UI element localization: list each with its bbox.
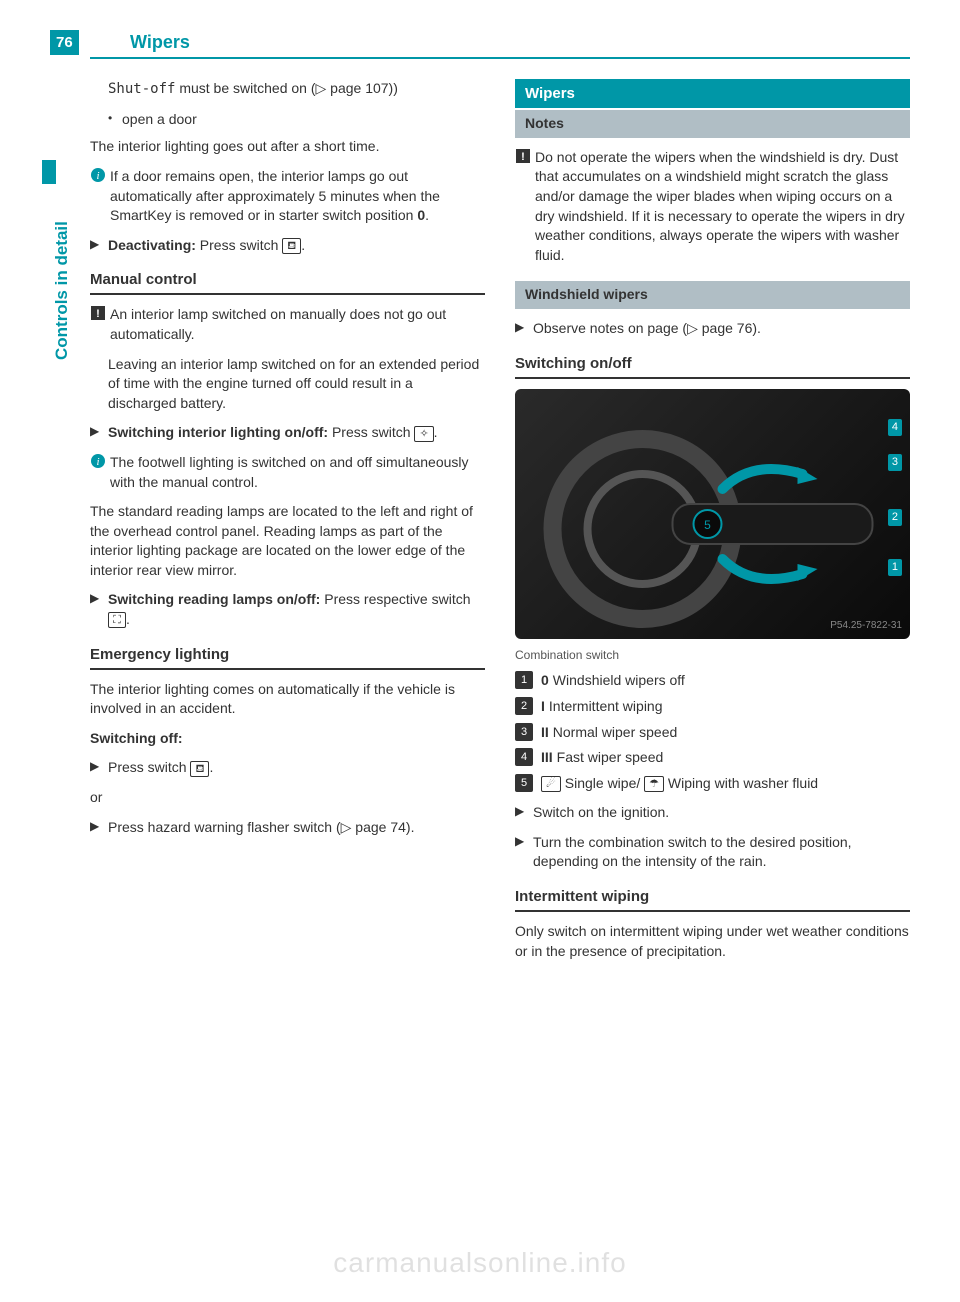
action-text: Switch on the ignition. [533, 803, 910, 823]
switch-icon: ⛶ [108, 612, 126, 628]
legend-num: 3 [515, 723, 533, 741]
warn-manual: ! An interior lamp switched on manually … [90, 305, 485, 344]
wipe-icon: ☄ [541, 776, 561, 792]
legend-2: 2 IIntermittent wiping [515, 697, 910, 717]
emergency-para: The interior lighting comes on automatic… [90, 680, 485, 719]
shutoff-rest: must be switched on (▷ page 107)) [175, 80, 397, 96]
legend-text: ☄ Single wipe/ ☂ Wiping with washer flui… [541, 774, 910, 794]
legend-4: 4 IIIFast wiper speed [515, 748, 910, 768]
switch-icon: ⛾ [282, 238, 301, 254]
deactivating-action: ▶ Deactivating: Press switch ⛾. [90, 236, 485, 256]
warning-icon: ! [515, 148, 535, 266]
emergency-heading: Emergency lighting [90, 644, 485, 670]
action-text: Turn the combination switch to the desir… [533, 833, 910, 872]
info-icon: i [90, 453, 110, 492]
legend-num: 4 [515, 748, 533, 766]
manual-control-heading: Manual control [90, 269, 485, 295]
action-marker: ▶ [90, 818, 108, 838]
action-marker: ▶ [515, 803, 533, 823]
switch-reading-action: ▶ Switching reading lamps on/off: Press … [90, 590, 485, 629]
warning-icon: ! [90, 305, 110, 344]
fig-label-3: 3 [888, 454, 902, 471]
action-text: Observe notes on page (▷ page 76). [533, 319, 910, 339]
intermittent-para: Only switch on intermittent wiping under… [515, 922, 910, 961]
info-door-open: i If a door remains open, the interior l… [90, 167, 485, 226]
svg-text:!: ! [96, 308, 100, 320]
combination-switch-figure: 5 4 3 2 1 P54.25-7822-31 [515, 389, 910, 639]
washer-icon: ☂ [644, 776, 664, 792]
legend-1: 1 0Windshield wipers off [515, 671, 910, 691]
legend-text: IIIFast wiper speed [541, 748, 910, 768]
page-number: 76 [50, 30, 79, 55]
action-marker: ▶ [515, 833, 533, 872]
intermittent-heading: Intermittent wiping [515, 886, 910, 912]
switch-interior-action: ▶ Switching interior lighting on/off: Pr… [90, 423, 485, 443]
legend-num: 1 [515, 671, 533, 689]
content-columns: Shut-off must be switched on (▷ page 107… [90, 79, 910, 971]
bullet-marker: • [108, 110, 122, 130]
svg-text:i: i [96, 170, 99, 182]
press-hazard-action: ▶ Press hazard warning flasher switch (▷… [90, 818, 485, 838]
warn-text: An interior lamp switched on manually do… [110, 305, 485, 344]
wipers-section-bar: Wipers [515, 79, 910, 108]
svg-text:i: i [96, 456, 99, 468]
action-text: Switching interior lighting on/off: Pres… [108, 423, 485, 443]
info-text: The footwell lighting is switched on and… [110, 453, 485, 492]
legend-text: 0Windshield wipers off [541, 671, 910, 691]
mono-text: Shut-off [108, 81, 175, 97]
bullet-open-door: • open a door [90, 110, 485, 130]
figure-svg: 5 [515, 389, 910, 639]
action-text: Deactivating: Press switch ⛾. [108, 236, 485, 256]
warn-manual2: Leaving an interior lamp switched on for… [90, 355, 485, 414]
observe-action: ▶ Observe notes on page (▷ page 76). [515, 319, 910, 339]
warn-text: Do not operate the wipers when the winds… [535, 148, 910, 266]
legend-num: 2 [515, 697, 533, 715]
action-text: Press hazard warning flasher switch (▷ p… [108, 818, 485, 838]
fig-code: P54.25-7822-31 [830, 619, 902, 633]
legend-3: 3 IINormal wiper speed [515, 723, 910, 743]
shutoff-line: Shut-off must be switched on (▷ page 107… [90, 79, 485, 100]
switching-onoff-heading: Switching on/off [515, 353, 910, 379]
or-text: or [90, 788, 485, 808]
page-title: Wipers [90, 30, 910, 59]
turn-combination-action: ▶ Turn the combination switch to the des… [515, 833, 910, 872]
side-label: Controls in detail [50, 221, 74, 360]
action-marker: ▶ [515, 319, 533, 339]
switching-off-label: Switching off: [90, 729, 485, 749]
svg-text:5: 5 [704, 518, 711, 532]
left-column: Shut-off must be switched on (▷ page 107… [90, 79, 485, 971]
notes-subsection: Notes [515, 110, 910, 138]
fig-label-2: 2 [888, 509, 902, 526]
action-marker: ▶ [90, 590, 108, 629]
switch-icon: ✧ [414, 426, 433, 442]
action-text: Press switch ⛾. [108, 758, 485, 778]
warn-wipers: ! Do not operate the wipers when the win… [515, 148, 910, 266]
windshield-subsection: Windshield wipers [515, 281, 910, 309]
action-marker: ▶ [90, 758, 108, 778]
right-column: Wipers Notes ! Do not operate the wipers… [515, 79, 910, 971]
press-switch-action: ▶ Press switch ⛾. [90, 758, 485, 778]
fig-label-1: 1 [888, 559, 902, 576]
info-footwell: i The footwell lighting is switched on a… [90, 453, 485, 492]
action-marker: ▶ [90, 423, 108, 443]
switch-icon: ⛾ [190, 761, 209, 777]
action-text: Switching reading lamps on/off: Press re… [108, 590, 485, 629]
legend-text: IIntermittent wiping [541, 697, 910, 717]
watermark: carmanualsonline.info [333, 1243, 626, 1282]
bullet-text: open a door [122, 110, 197, 130]
fig-label-4: 4 [888, 419, 902, 436]
side-tab [42, 160, 56, 184]
svg-text:!: ! [521, 151, 525, 163]
figure-caption: Combination switch [515, 647, 910, 664]
legend-num: 5 [515, 774, 533, 792]
legend-5: 5 ☄ Single wipe/ ☂ Wiping with washer fl… [515, 774, 910, 794]
info-text: If a door remains open, the interior lam… [110, 167, 485, 226]
info-icon: i [90, 167, 110, 226]
reading-para: The standard reading lamps are located t… [90, 502, 485, 580]
interior-out-para: The interior lighting goes out after a s… [90, 137, 485, 157]
action-marker: ▶ [90, 236, 108, 256]
legend-text: IINormal wiper speed [541, 723, 910, 743]
ignition-action: ▶ Switch on the ignition. [515, 803, 910, 823]
